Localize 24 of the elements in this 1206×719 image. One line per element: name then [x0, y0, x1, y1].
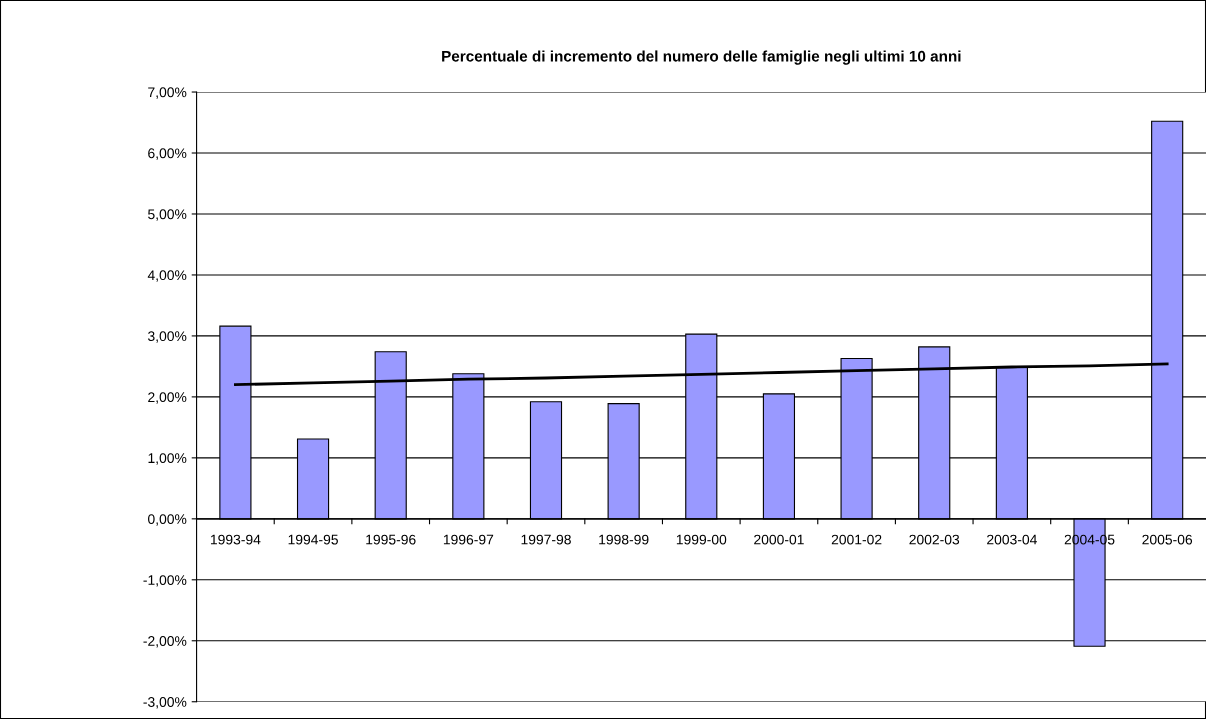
y-tick-label: 5,00% — [148, 209, 187, 221]
y-tick-label: -3,00% — [143, 697, 187, 709]
x-tick-label: 1997-98 — [521, 534, 571, 545]
y-tick-label: 3,00% — [148, 331, 187, 343]
x-tick-label: 1994-95 — [288, 534, 338, 545]
x-tick-label: 2002-03 — [909, 534, 960, 545]
y-tick-label: 6,00% — [148, 148, 187, 160]
x-tick-label: 2003-04 — [987, 534, 1037, 545]
y-tick-label: -1,00% — [143, 575, 187, 587]
y-tick-label: 7,00% — [148, 87, 187, 99]
y-tick-label: 1,00% — [148, 453, 187, 465]
y-tick-label: 0,00% — [148, 514, 187, 526]
x-tick-label: 1996-97 — [443, 534, 494, 545]
x-tick-label: 1999-00 — [676, 534, 727, 545]
y-tick-label: -2,00% — [143, 636, 187, 648]
x-tick-label: 2000-01 — [754, 534, 804, 545]
y-tick-label: 2,00% — [148, 392, 187, 404]
chart-title: Percentuale di incremento del numero delle famiglie negli ultimi 10 anni — [442, 50, 961, 65]
x-tick-label: 1993-94 — [210, 534, 261, 545]
x-tick-label: 1995-96 — [366, 534, 416, 545]
y-tick-label: 4,00% — [147, 270, 187, 282]
x-tick-label: 2001-02 — [831, 534, 882, 545]
x-tick-label: 2005-06 — [1142, 534, 1193, 545]
x-tick-label: 1998-99 — [599, 534, 649, 545]
